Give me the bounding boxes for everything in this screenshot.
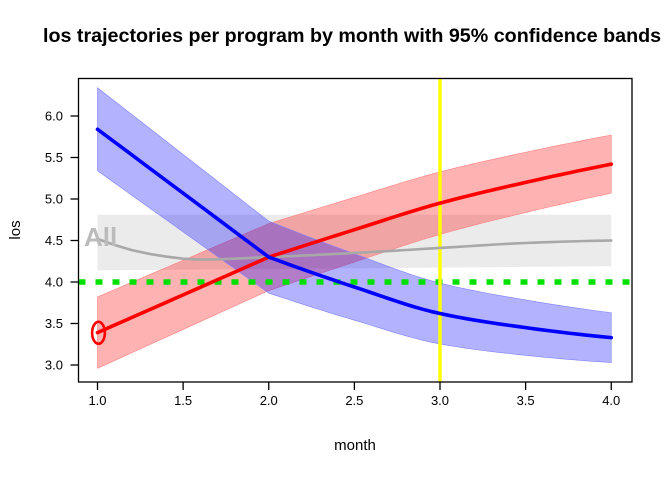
svg-text:4.0: 4.0 — [45, 275, 63, 290]
svg-text:4.0: 4.0 — [602, 393, 620, 408]
svg-text:6.0: 6.0 — [45, 109, 63, 124]
svg-text:1.0: 1.0 — [88, 393, 106, 408]
svg-text:2.5: 2.5 — [345, 393, 363, 408]
svg-text:3.0: 3.0 — [45, 358, 63, 373]
svg-text:los trajectories per program b: los trajectories per program by month wi… — [43, 25, 661, 47]
svg-text:3.5: 3.5 — [517, 393, 535, 408]
svg-text:1.5: 1.5 — [174, 393, 192, 408]
svg-text:los: los — [7, 220, 24, 239]
svg-text:5.0: 5.0 — [45, 192, 63, 207]
svg-text:3.5: 3.5 — [45, 316, 63, 331]
svg-text:5.5: 5.5 — [45, 150, 63, 165]
svg-text:2.0: 2.0 — [260, 393, 278, 408]
svg-text:3.0: 3.0 — [431, 393, 449, 408]
svg-text:month: month — [334, 437, 376, 454]
svg-text:All: All — [84, 222, 117, 252]
svg-text:4.5: 4.5 — [45, 233, 63, 248]
